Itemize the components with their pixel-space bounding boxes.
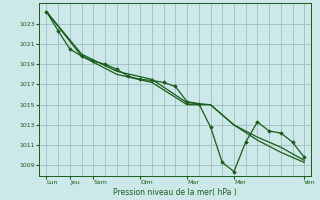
X-axis label: Pression niveau de la mer( hPa ): Pression niveau de la mer( hPa ): [114, 188, 237, 197]
